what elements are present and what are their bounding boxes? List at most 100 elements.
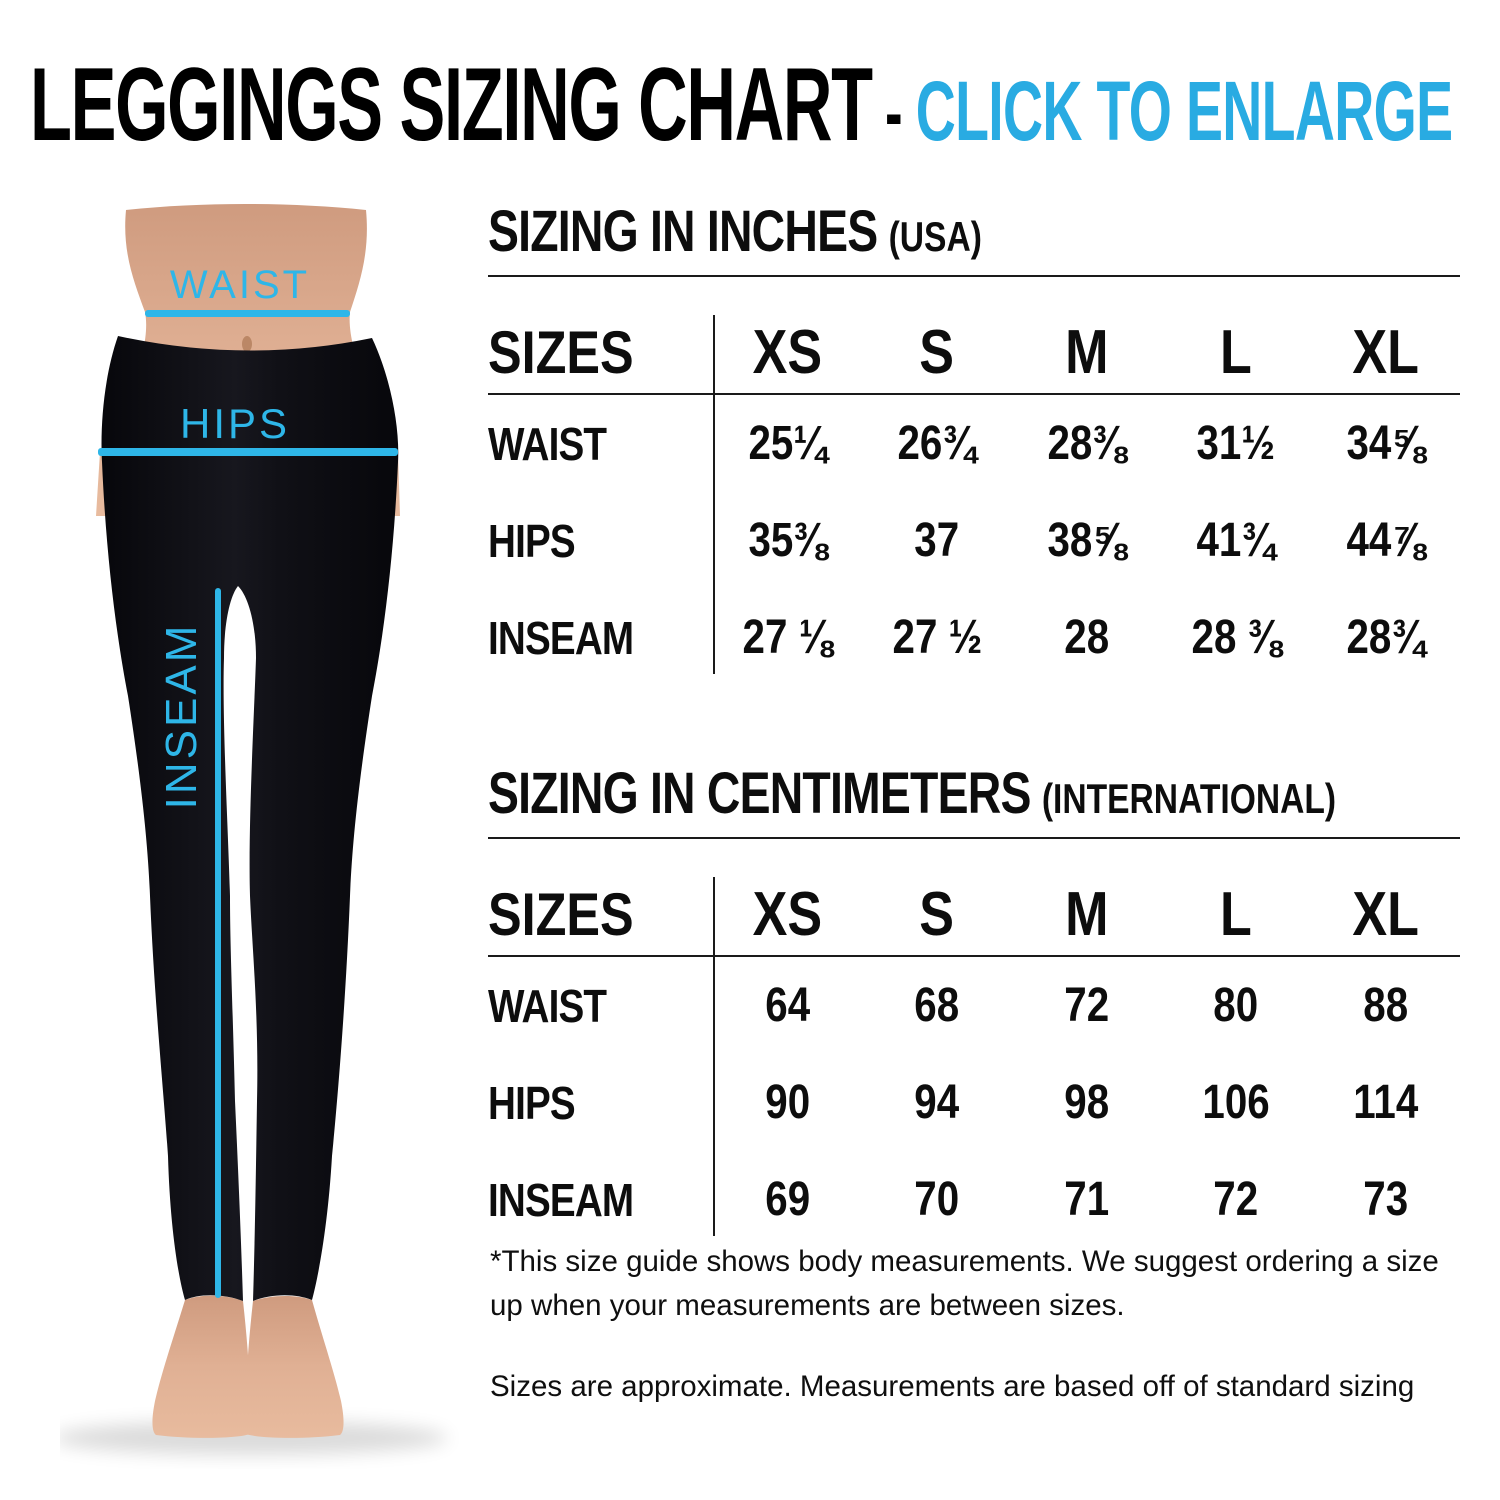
cell-text: WAIST bbox=[488, 979, 607, 1032]
cell-text: 72 bbox=[1064, 979, 1109, 1032]
hips-measure-line bbox=[98, 448, 398, 456]
cell-text: 106 bbox=[1202, 1076, 1270, 1129]
inches-waist-row: WAIST 25¼ 26¾ 28⅜ 31½ 34⅝ bbox=[488, 395, 1460, 492]
inches-inseam-s: 27 ½ bbox=[862, 610, 1011, 665]
inches-hips-xs: 35⅜ bbox=[713, 513, 862, 568]
inches-heading: SIZING IN INCHES (USA) bbox=[488, 200, 1266, 269]
cell-text: 28⅜ bbox=[1047, 417, 1126, 470]
cm-header-row: SIZES XS S M L XL bbox=[488, 873, 1460, 957]
cell-text: 44⅞ bbox=[1346, 514, 1425, 567]
footnotes: *This size guide shows body measurements… bbox=[490, 1240, 1458, 1438]
cell-text: L bbox=[1219, 879, 1252, 949]
cell-text: SIZES bbox=[488, 318, 634, 386]
inches-hips-s: 37 bbox=[862, 513, 1011, 568]
cm-hips-row: HIPS 90 94 98 106 114 bbox=[488, 1054, 1460, 1151]
cell-text: XS bbox=[752, 879, 823, 949]
right-foot bbox=[245, 1295, 344, 1438]
cell-text: 28 ⅜ bbox=[1191, 611, 1281, 664]
size-guide-note: *This size guide shows body measurements… bbox=[490, 1245, 1439, 1323]
inseam-measure-line bbox=[215, 588, 221, 1298]
cell-text: HIPS bbox=[488, 514, 576, 567]
inches-col-xl: XL bbox=[1311, 317, 1460, 388]
cm-heading: SIZING IN CENTIMETERS (INTERNATIONAL) bbox=[488, 761, 1336, 831]
inches-hips-xl: 44⅞ bbox=[1311, 513, 1460, 568]
cell-text: SIZES bbox=[488, 880, 634, 948]
leggings-figure: WAIST HIPS INSEAM bbox=[52, 204, 448, 1455]
cm-sizes-header: SIZES bbox=[488, 880, 713, 949]
inches-header-row: SIZES XS S M L XL bbox=[488, 311, 1460, 395]
cell-text: 35⅜ bbox=[748, 514, 827, 567]
cell-text: INSEAM bbox=[488, 611, 634, 664]
cell-text: L bbox=[1219, 317, 1252, 387]
inches-col-l: L bbox=[1161, 317, 1310, 388]
cm-hips-xs: 90 bbox=[713, 1075, 862, 1130]
cm-hips-l: 106 bbox=[1161, 1075, 1310, 1130]
cm-heading-rule bbox=[488, 837, 1460, 839]
inches-col-s: S bbox=[862, 317, 1011, 388]
cm-hips-m: 98 bbox=[1012, 1075, 1161, 1130]
cell-text: 28¾ bbox=[1346, 611, 1425, 664]
inches-hips-l: 41¾ bbox=[1161, 513, 1310, 568]
inseam-label: INSEAM bbox=[157, 623, 206, 810]
title-separator: - bbox=[884, 68, 903, 157]
cell-text: S bbox=[919, 879, 955, 949]
hips-label: HIPS bbox=[180, 400, 290, 447]
cm-col-m: M bbox=[1012, 879, 1161, 950]
cm-waist-xl: 88 bbox=[1311, 978, 1460, 1033]
inches-grid: SIZES XS S M L XL WAIST 25¼ 26¾ 28⅜ 31½ … bbox=[488, 311, 1460, 686]
cell-text: 72 bbox=[1213, 1173, 1259, 1226]
inches-heading-suffix: (USA) bbox=[888, 213, 982, 260]
cm-waist-l: 80 bbox=[1161, 978, 1310, 1033]
waist-measure-line bbox=[145, 310, 350, 317]
cm-heading-suffix: (INTERNATIONAL) bbox=[1041, 775, 1337, 822]
cm-waist-s: 68 bbox=[862, 978, 1011, 1033]
cell-text: 25¼ bbox=[748, 417, 827, 470]
cell-text: 88 bbox=[1362, 979, 1408, 1032]
inches-hips-m: 38⅝ bbox=[1012, 513, 1161, 568]
inches-hips-row: HIPS 35⅜ 37 38⅝ 41¾ 44⅞ bbox=[488, 492, 1460, 589]
leggings bbox=[101, 336, 399, 1301]
cell-text: XL bbox=[1352, 317, 1419, 387]
cell-text: 70 bbox=[914, 1173, 960, 1226]
cell-text: INSEAM bbox=[488, 1173, 634, 1226]
cell-text: 69 bbox=[765, 1173, 811, 1226]
cell-text: WAIST bbox=[488, 417, 607, 470]
inches-inseam-xs: 27 ⅛ bbox=[713, 610, 862, 665]
cm-hips-s: 94 bbox=[862, 1075, 1011, 1130]
inches-waist-xl: 34⅝ bbox=[1311, 416, 1460, 471]
cm-waist-row: WAIST 64 68 72 80 88 bbox=[488, 957, 1460, 1054]
cm-inseam-l: 72 bbox=[1161, 1172, 1310, 1227]
cell-text: 71 bbox=[1064, 1173, 1109, 1226]
cell-text: 80 bbox=[1213, 979, 1259, 1032]
cell-text: 64 bbox=[765, 979, 811, 1032]
navel bbox=[242, 336, 252, 352]
cell-text: 68 bbox=[914, 979, 960, 1032]
waist-label: WAIST bbox=[170, 263, 310, 307]
cm-inseam-row: INSEAM 69 70 71 72 73 bbox=[488, 1151, 1460, 1248]
cm-heading-text: SIZING IN CENTIMETERS bbox=[488, 761, 1031, 826]
cm-hips-xl: 114 bbox=[1311, 1075, 1460, 1130]
cell-text: 114 bbox=[1352, 1076, 1418, 1129]
row-label-hips: HIPS bbox=[488, 1076, 713, 1130]
cell-text: 26¾ bbox=[897, 417, 977, 470]
cm-inseam-m: 71 bbox=[1012, 1172, 1161, 1227]
inches-waist-m: 28⅜ bbox=[1012, 416, 1161, 471]
cm-inseam-xs: 69 bbox=[713, 1172, 862, 1227]
cell-text: 37 bbox=[914, 514, 960, 567]
row-label-waist: WAIST bbox=[488, 979, 713, 1033]
cell-text: 38⅝ bbox=[1047, 514, 1126, 567]
cell-text: HIPS bbox=[488, 1076, 576, 1129]
cm-col-xl: XL bbox=[1311, 879, 1460, 950]
inches-col-m: M bbox=[1012, 317, 1161, 388]
cell-text: XL bbox=[1352, 879, 1419, 949]
cell-text: 34⅝ bbox=[1346, 417, 1425, 470]
cell-text: M bbox=[1064, 879, 1109, 949]
inches-waist-s: 26¾ bbox=[862, 416, 1011, 471]
inches-column-divider bbox=[713, 315, 715, 674]
click-to-enlarge-link[interactable]: CLICK TO ENLARGE bbox=[915, 64, 1453, 158]
inches-inseam-xl: 28¾ bbox=[1311, 610, 1460, 665]
cell-text: M bbox=[1064, 317, 1109, 387]
cm-inseam-xl: 73 bbox=[1311, 1172, 1460, 1227]
row-label-inseam: INSEAM bbox=[488, 611, 713, 665]
